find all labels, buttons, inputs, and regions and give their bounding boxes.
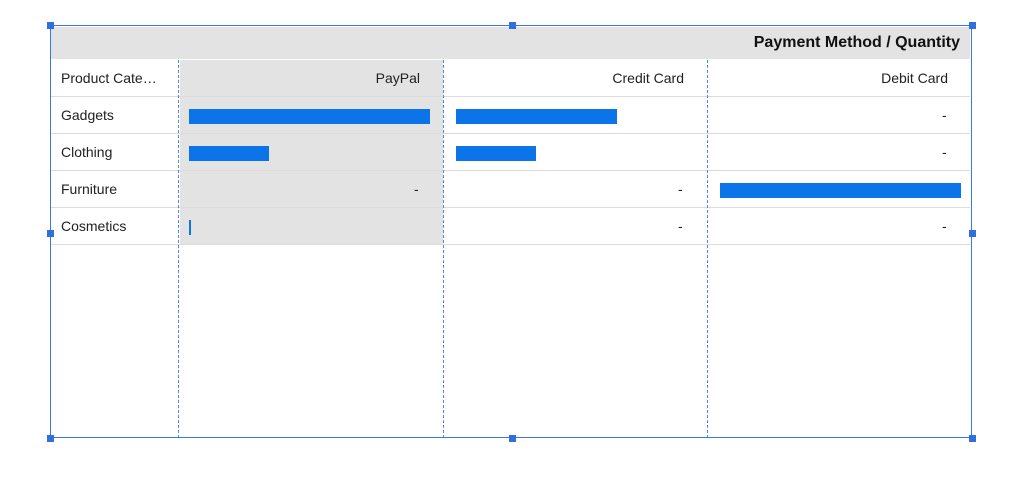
missing-value-cosmetics-debit-card: - bbox=[942, 218, 947, 234]
selection-frame[interactable] bbox=[50, 25, 972, 438]
column-divider bbox=[707, 60, 708, 438]
resize-handle-top[interactable] bbox=[509, 22, 516, 29]
bar-gadgets-paypal bbox=[189, 108, 430, 124]
bar-cosmetics-paypal bbox=[189, 219, 192, 235]
row-divider bbox=[51, 96, 970, 97]
column-header-debit-card: Debit Card bbox=[881, 70, 948, 86]
row-divider bbox=[51, 207, 970, 208]
bar-clothing-credit-card bbox=[456, 145, 537, 161]
resize-handle-top-right[interactable] bbox=[969, 22, 976, 29]
bar-furniture-debit-card bbox=[720, 182, 961, 198]
resize-handle-right[interactable] bbox=[969, 230, 976, 237]
missing-value-furniture-paypal: - bbox=[414, 181, 419, 197]
row-header-label: Product Cate… bbox=[61, 70, 157, 86]
missing-value-cosmetics-credit-card: - bbox=[678, 218, 683, 234]
table-title-band: Payment Method / Quantity bbox=[51, 27, 970, 59]
row-divider bbox=[51, 133, 970, 134]
missing-value-clothing-debit-card: - bbox=[942, 144, 947, 160]
column-divider bbox=[178, 60, 179, 438]
resize-handle-bottom-right[interactable] bbox=[969, 435, 976, 442]
column-header-paypal: PayPal bbox=[375, 70, 420, 86]
row-divider bbox=[51, 170, 970, 171]
bar-gadgets-credit-card bbox=[456, 108, 617, 124]
table-title: Payment Method / Quantity bbox=[753, 34, 960, 51]
resize-handle-left[interactable] bbox=[47, 230, 54, 237]
row-label-cosmetics: Cosmetics bbox=[61, 218, 127, 234]
missing-value-gadgets-debit-card: - bbox=[942, 107, 947, 123]
resize-handle-bottom[interactable] bbox=[509, 435, 516, 442]
missing-value-furniture-credit-card: - bbox=[678, 181, 683, 197]
row-label-clothing: Clothing bbox=[61, 144, 113, 160]
resize-handle-top-left[interactable] bbox=[47, 22, 54, 29]
row-label-gadgets: Gadgets bbox=[61, 107, 114, 123]
column-divider bbox=[443, 60, 444, 438]
row-label-furniture: Furniture bbox=[61, 181, 118, 197]
resize-handle-bottom-left[interactable] bbox=[47, 435, 54, 442]
row-divider bbox=[51, 244, 970, 245]
bar-clothing-paypal bbox=[189, 145, 270, 161]
column-header-credit-card: Credit Card bbox=[612, 70, 684, 86]
